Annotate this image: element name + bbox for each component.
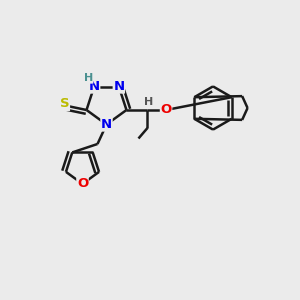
Text: N: N (101, 118, 112, 131)
Text: O: O (77, 177, 88, 190)
Text: H: H (83, 73, 93, 83)
Text: H: H (144, 97, 153, 106)
Text: N: N (88, 80, 100, 93)
Text: O: O (160, 103, 172, 116)
Text: S: S (60, 98, 69, 110)
Text: N: N (113, 80, 124, 93)
